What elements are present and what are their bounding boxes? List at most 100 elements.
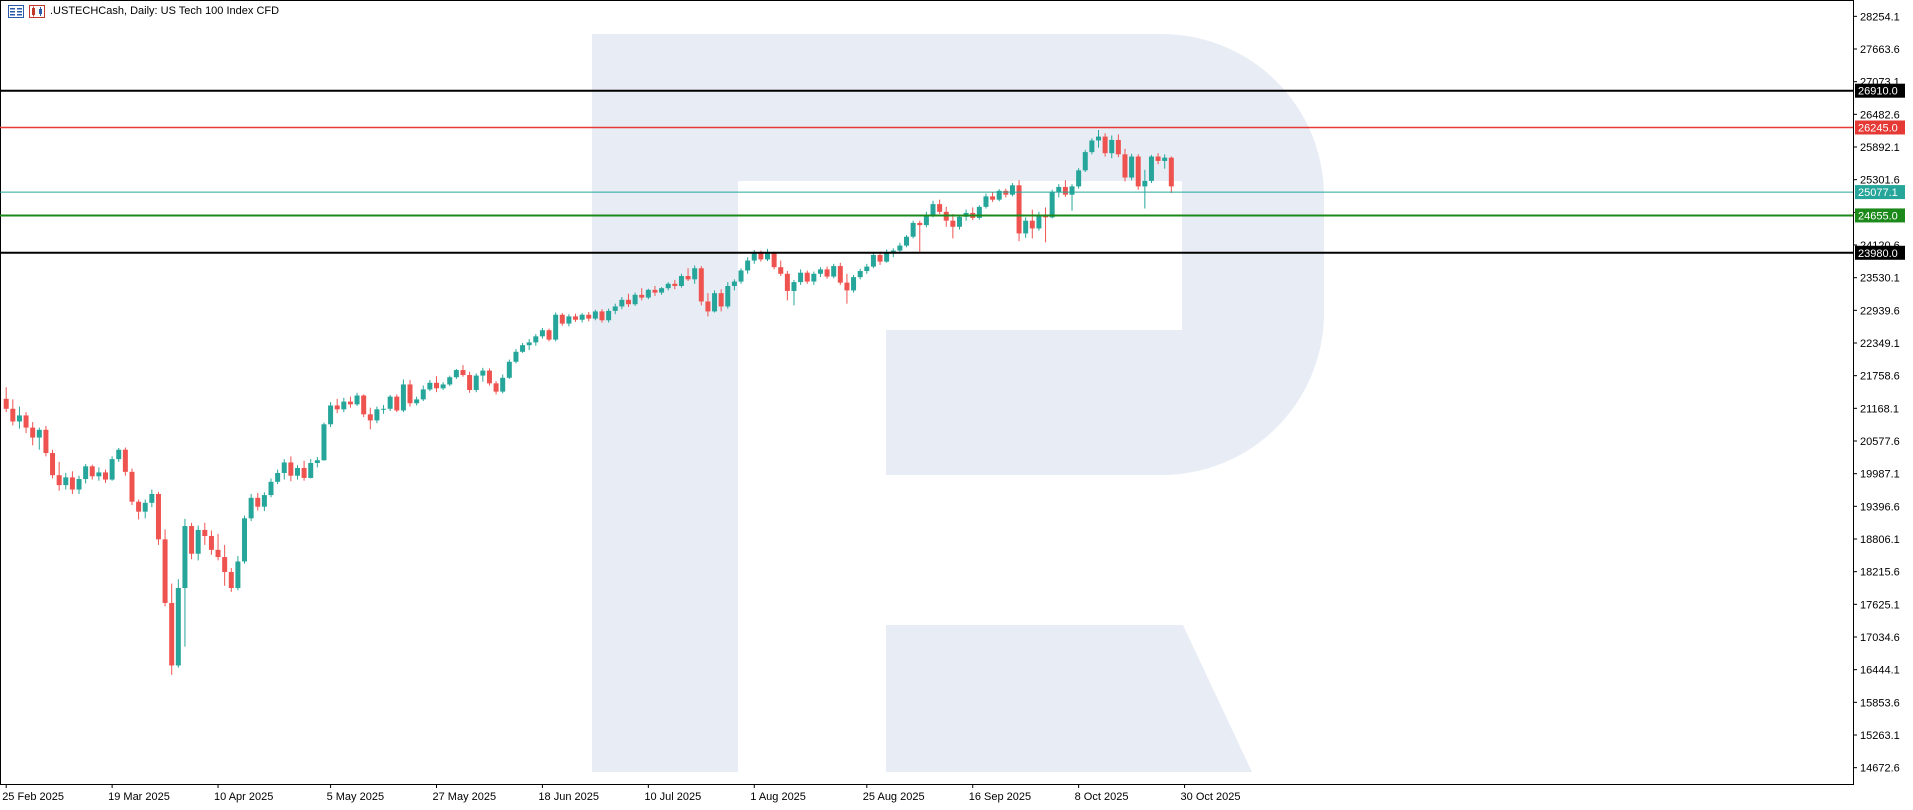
candle-body: [1096, 136, 1101, 141]
candle-body: [718, 293, 724, 307]
candle-body: [665, 283, 671, 289]
candle-body: [182, 526, 188, 589]
candle-body: [314, 460, 320, 463]
candle-body: [1016, 185, 1022, 234]
y-tick-label: 26482.6: [1860, 109, 1900, 121]
y-tick-label: 18806.1: [1860, 534, 1900, 546]
resistance-tag: [1855, 120, 1905, 135]
support-tag: [1855, 208, 1905, 223]
candle-body: [261, 495, 267, 507]
candle-body: [692, 268, 698, 280]
x-tick-label: 1 Aug 2025: [750, 791, 806, 803]
candle-body: [884, 252, 890, 262]
candle-body: [1135, 156, 1141, 187]
candle-body: [281, 462, 287, 473]
candle-body: [1102, 136, 1108, 154]
candle-body: [43, 429, 49, 454]
y-tick-label: 22939.6: [1860, 305, 1900, 317]
candle-body: [222, 557, 228, 572]
indicators-icon[interactable]: [29, 4, 45, 18]
candle-body: [546, 330, 552, 340]
candle-body: [645, 289, 651, 298]
y-tick-label: 25301.6: [1860, 175, 1900, 187]
candle-body: [745, 260, 751, 271]
candle-body: [1148, 156, 1154, 181]
candle-body: [520, 345, 526, 352]
candle-body: [857, 271, 863, 278]
candle-body: [1129, 156, 1135, 178]
candle-body: [23, 415, 29, 428]
candle-body: [619, 299, 625, 307]
plot-frame: [0, 0, 1854, 785]
x-tick-label: 27 May 2025: [433, 791, 497, 803]
y-tick-label: 27663.6: [1860, 44, 1900, 56]
candle-body: [685, 276, 691, 280]
x-tick-label: 25 Feb 2025: [2, 791, 64, 803]
candle-body: [513, 351, 519, 362]
watermark-logo: [592, 34, 1324, 772]
candle-body: [493, 383, 499, 392]
candle-body: [83, 466, 89, 480]
candle-body: [361, 395, 367, 415]
y-tick-label: 21758.6: [1860, 371, 1900, 383]
candle-body: [817, 269, 823, 274]
candle-body: [1115, 139, 1121, 155]
candle-body: [1122, 154, 1128, 178]
candle-body: [1029, 220, 1035, 229]
candle-body: [1069, 186, 1075, 195]
candle-body: [440, 384, 446, 389]
watermark-logo-leg: [886, 625, 1252, 772]
candle-body: [592, 311, 598, 319]
candle-body: [1089, 140, 1095, 153]
chart-properties-icon[interactable]: [8, 4, 24, 18]
candle-body: [56, 475, 62, 486]
candle-body: [136, 501, 142, 512]
support-low-tag: [1855, 245, 1905, 260]
candle-body: [407, 384, 413, 404]
candle-body: [923, 214, 929, 226]
candle-body: [334, 405, 340, 410]
candle-body: [672, 283, 678, 286]
candle-body: [400, 384, 406, 411]
candle-body: [738, 270, 744, 282]
resistance-high-label: 26910.0: [1858, 86, 1898, 98]
candle-body: [851, 277, 857, 291]
candle-body: [844, 282, 850, 291]
candle-body: [414, 399, 420, 404]
y-tick-label: 25892.1: [1860, 142, 1900, 154]
candle-body: [381, 408, 387, 410]
candle-body: [486, 370, 492, 384]
candle-body: [877, 254, 883, 262]
candle-body: [89, 466, 95, 477]
candle-body: [460, 370, 466, 376]
candle-body: [1043, 215, 1049, 218]
candle-body: [771, 252, 777, 268]
candle-body: [566, 316, 572, 324]
candle-body: [930, 204, 936, 215]
candle-body: [142, 502, 148, 512]
candle-body: [30, 427, 36, 438]
y-tick-label: 20577.6: [1860, 436, 1900, 448]
candle-body: [367, 414, 373, 421]
candle-body: [904, 236, 910, 246]
candle-body: [599, 311, 605, 321]
x-tick-label: 16 Sep 2025: [969, 791, 1031, 803]
y-tick-label: 21168.1: [1860, 403, 1899, 415]
current-price-tag: [1855, 185, 1905, 200]
candle-body: [1062, 186, 1068, 195]
candle-body: [50, 453, 56, 476]
candle-body: [155, 493, 161, 540]
candle-body: [109, 459, 115, 480]
y-tick-label: 23530.1: [1860, 273, 1900, 285]
candle-body: [427, 382, 433, 390]
candle-body: [606, 310, 612, 321]
candle-body: [447, 377, 453, 385]
x-tick-label: 10 Apr 2025: [214, 791, 273, 803]
candle-body: [956, 216, 962, 227]
candle-body: [63, 477, 69, 486]
candle-body: [890, 250, 896, 253]
candle-body: [268, 481, 274, 496]
candle-body: [725, 285, 731, 307]
candle-body: [103, 472, 108, 480]
